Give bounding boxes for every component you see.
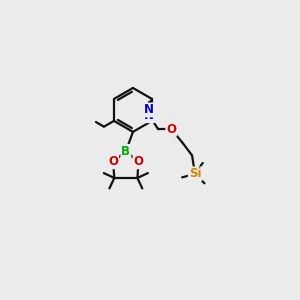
Text: O: O <box>108 155 118 168</box>
Text: N: N <box>144 109 154 122</box>
Text: B: B <box>121 145 130 158</box>
Text: O: O <box>166 123 176 136</box>
Text: N: N <box>143 103 153 116</box>
Text: O: O <box>134 155 144 168</box>
Text: Si: Si <box>189 167 201 180</box>
